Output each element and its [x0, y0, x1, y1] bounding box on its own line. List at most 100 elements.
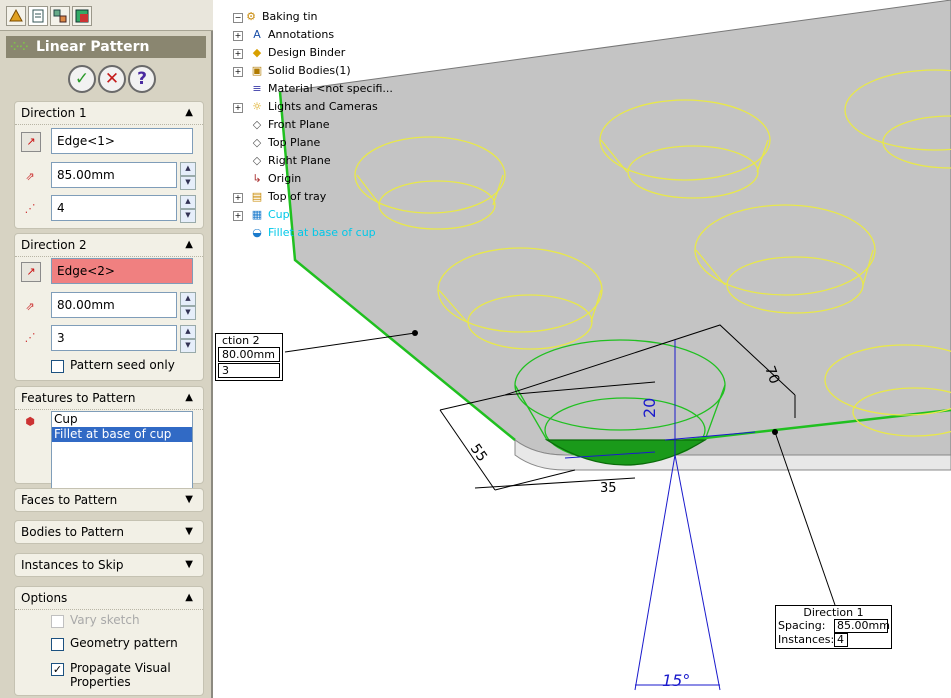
instances-icon: ⋰ — [21, 200, 39, 218]
cancel-button[interactable]: ✕ — [98, 65, 126, 93]
tree-item-label: Right Plane — [268, 152, 331, 170]
configuration-manager-icon — [51, 7, 69, 25]
reverse-direction1-button[interactable]: ↗ — [21, 132, 41, 152]
expand-icon[interactable]: + — [233, 49, 243, 59]
direction1-instances-input[interactable]: 4 — [51, 195, 177, 221]
geometry-pattern-checkbox[interactable] — [51, 638, 64, 651]
direction2-header[interactable]: Direction 2 ▲ — [15, 234, 203, 257]
faces-title: Faces to Pattern — [21, 493, 117, 507]
collapse-arrow-icon[interactable]: ▲ — [185, 387, 193, 409]
plane-icon: ◇ — [250, 154, 264, 168]
direction1-edge-field[interactable]: Edge<1> — [51, 128, 193, 154]
direction2-callout: ction 2 80.00mm 3 — [215, 333, 283, 381]
angle-15-label[interactable]: 15° — [662, 671, 690, 690]
collapse-arrow-icon[interactable]: ▲ — [185, 102, 193, 124]
dim-35-label[interactable]: 35 — [600, 481, 617, 496]
configuration-manager-tab[interactable] — [50, 6, 70, 26]
dim-55-label[interactable]: 55 — [467, 441, 490, 465]
direction1-instances-spinner[interactable]: ▲ ▼ — [180, 195, 196, 221]
bodies-to-pattern-group[interactable]: Bodies to Pattern ▼ — [14, 520, 204, 544]
list-item[interactable]: Fillet at base of cup — [52, 427, 192, 442]
features-list[interactable]: Cup Fillet at base of cup — [51, 411, 193, 491]
collapse-arrow-icon[interactable]: ▲ — [185, 587, 193, 609]
direction2-spacing-input[interactable]: 80.00mm — [51, 292, 177, 318]
direction1-spacing-spinner[interactable]: ▲ ▼ — [180, 162, 196, 188]
callout2-anchor — [412, 330, 418, 336]
features-title: Features to Pattern — [21, 391, 135, 405]
ok-button[interactable]: ✓ — [68, 65, 96, 93]
direction2-instances-spinner[interactable]: ▲ ▼ — [180, 325, 196, 351]
tree-item-label: Top Plane — [268, 134, 320, 152]
reverse-direction2-button[interactable]: ↗ — [21, 262, 41, 282]
direction2-edge-field[interactable]: Edge<2> — [51, 258, 193, 284]
bodies-title: Bodies to Pattern — [21, 525, 124, 539]
direction2-group: Direction 2 ▲ ↗ Edge<2> ⇗ 80.00mm ▲ ▼ ⋰ 3… — [14, 233, 204, 381]
callout1-instances[interactable]: 4 — [834, 633, 848, 647]
part-icon: ⚙ — [244, 10, 258, 24]
callout2-instances[interactable]: 3 — [218, 363, 280, 378]
tree-item-label: Design Binder — [268, 44, 345, 62]
expand-arrow-icon[interactable]: ▼ — [185, 521, 193, 543]
display-manager-tab[interactable] — [72, 6, 92, 26]
expand-arrow-icon[interactable]: ▼ — [185, 554, 193, 576]
origin-icon: ↳ — [250, 172, 264, 186]
tree-item-label: Front Plane — [268, 116, 330, 134]
options-header[interactable]: Options ▲ — [15, 587, 203, 610]
callout2-title: ction 2 — [216, 334, 282, 347]
callout1-spacing-label: Spacing: — [778, 619, 825, 632]
propagate-visual-checkbox[interactable]: ✓ — [51, 663, 64, 676]
instances-icon: ⋰ — [21, 329, 39, 347]
features-to-pattern-group: Features to Pattern ▲ ⬢ Cup Fillet at ba… — [14, 386, 204, 484]
pattern-seed-only-checkbox[interactable] — [51, 360, 64, 373]
expand-icon[interactable]: + — [233, 31, 243, 41]
vary-sketch-checkbox[interactable] — [51, 615, 64, 628]
feature-manager-tab[interactable] — [6, 6, 26, 26]
feature-title: Linear Pattern — [36, 39, 150, 55]
callout1-instances-label: Instances: — [778, 633, 834, 646]
dim-20-label[interactable]: 20 — [640, 398, 659, 418]
extrude-icon: ▤ — [250, 190, 264, 204]
direction2-title: Direction 2 — [21, 238, 87, 252]
direction1-group: Direction 1 ▲ ↗ Edge<1> ⇗ 85.00mm ▲ ▼ ⋰ 4… — [14, 101, 204, 229]
feature-manager-icon — [7, 7, 25, 25]
instances-to-skip-group[interactable]: Instances to Skip ▼ — [14, 553, 204, 577]
tree-item-label: Material <not specifi... — [268, 80, 393, 98]
propagate-visual-label: Propagate Visual Properties — [70, 661, 180, 689]
expand-icon[interactable]: + — [233, 103, 243, 113]
direction1-spacing-input[interactable]: 85.00mm — [51, 162, 177, 188]
options-title: Options — [21, 591, 67, 605]
geometry-pattern-label: Geometry pattern — [70, 636, 178, 650]
callout1-anchor — [772, 429, 778, 435]
pattern-seed-only-label: Pattern seed only — [70, 358, 175, 372]
direction1-header[interactable]: Direction 1 ▲ — [15, 102, 203, 125]
tree-item-label: Cup — [268, 206, 290, 224]
direction1-callout: Direction 1 Spacing: 85.00mm Instances: … — [775, 605, 892, 649]
direction2-spacing-spinner[interactable]: ▲ ▼ — [180, 292, 196, 318]
vary-sketch-label: Vary sketch — [70, 613, 140, 627]
list-item[interactable]: Cup — [52, 412, 192, 427]
spacing-icon: ⇗ — [21, 168, 39, 186]
tree-item-label: Fillet at base of cup — [268, 224, 376, 242]
callout2-spacing[interactable]: 80.00mm — [218, 347, 280, 362]
features-icon: ⬢ — [21, 413, 39, 431]
expand-icon[interactable]: + — [233, 67, 243, 77]
expand-icon[interactable]: + — [233, 193, 243, 203]
expand-arrow-icon[interactable]: ▼ — [185, 489, 193, 511]
callout1-spacing[interactable]: 85.00mm — [834, 619, 888, 633]
property-manager-tab[interactable] — [28, 6, 48, 26]
options-group: Options ▲ Vary sketch Geometry pattern ✓… — [14, 586, 204, 696]
collapse-icon[interactable]: − — [233, 13, 243, 23]
callout1-title: Direction 1 — [776, 606, 891, 619]
spacing-icon: ⇗ — [21, 298, 39, 316]
collapse-arrow-icon[interactable]: ▲ — [185, 234, 193, 256]
features-header[interactable]: Features to Pattern ▲ — [15, 387, 203, 410]
help-button[interactable]: ? — [128, 65, 156, 93]
design-binder-icon: ◆ — [250, 46, 264, 60]
faces-to-pattern-group[interactable]: Faces to Pattern ▼ — [14, 488, 204, 512]
direction2-instances-input[interactable]: 3 — [51, 325, 177, 351]
annotations-icon: A — [250, 28, 264, 42]
plane-icon: ◇ — [250, 118, 264, 132]
linear-pattern-icon: ⁘⁘ — [10, 39, 32, 55]
display-manager-icon — [73, 7, 91, 25]
expand-icon[interactable]: + — [233, 211, 243, 221]
